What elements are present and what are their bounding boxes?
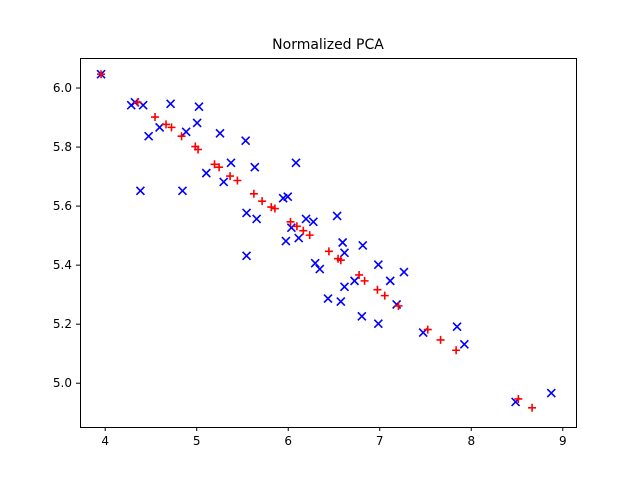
- x-marker-point: [546, 388, 556, 398]
- x-marker-point: [219, 177, 229, 187]
- x-marker-point: [241, 136, 251, 146]
- plus-marker-point: [299, 226, 308, 235]
- plus-marker-point: [423, 325, 432, 334]
- plus-marker-point: [360, 276, 369, 285]
- x-marker-point: [252, 214, 262, 224]
- x-marker-point: [392, 299, 402, 310]
- plus-marker-point: [210, 160, 219, 169]
- plus-marker-point: [194, 145, 203, 154]
- y-tick-label: 5.6: [53, 199, 72, 213]
- plus-marker-point: [177, 132, 186, 141]
- plus-marker-point: [324, 247, 333, 256]
- x-marker-point: [241, 208, 252, 218]
- plus-marker-point: [528, 403, 537, 412]
- plus-marker-point: [151, 113, 160, 122]
- y-tick-label: 5.0: [53, 376, 72, 390]
- axis-ticks: 4 5 6 7 8 9 5.0 5.2 5.4 5.6 5.8 6.0: [53, 81, 567, 448]
- x-tick-label: 8: [467, 434, 475, 448]
- plus-marker-point: [394, 301, 403, 310]
- x-marker-point: [452, 322, 462, 332]
- x-marker-point: [283, 192, 293, 202]
- plus-marker-point: [249, 189, 258, 198]
- plus-marker-point: [373, 285, 382, 294]
- x-marker-point: [215, 128, 225, 138]
- x-marker-point: [338, 237, 348, 248]
- plus-marker-point: [380, 291, 389, 300]
- x-marker-point: [336, 296, 346, 307]
- y-tick-label: 5.4: [53, 258, 72, 272]
- x-marker-point: [373, 319, 383, 329]
- x-marker-point: [308, 217, 318, 227]
- plus-marker-point: [270, 204, 279, 213]
- series-2: [97, 70, 537, 412]
- plus-marker-point: [233, 176, 242, 185]
- x-marker-point: [339, 248, 350, 258]
- plus-marker-point: [436, 335, 445, 344]
- plus-marker-point: [514, 394, 523, 403]
- x-marker-point: [177, 186, 188, 196]
- plus-marker-point: [286, 217, 295, 226]
- x-tick-label: 6: [284, 434, 292, 448]
- plus-marker-point: [452, 346, 461, 355]
- x-marker-point: [286, 223, 296, 233]
- x-marker-point: [373, 260, 383, 270]
- x-marker-point: [310, 258, 320, 268]
- x-marker-point: [135, 186, 145, 196]
- x-marker-point: [385, 276, 395, 286]
- plus-marker-point: [133, 98, 142, 107]
- plus-marker-point: [355, 270, 364, 279]
- plus-marker-point: [162, 120, 171, 129]
- axes-frame: [80, 58, 577, 428]
- plus-marker-point: [97, 70, 106, 79]
- plus-marker-point: [258, 197, 267, 206]
- x-tick-label: 5: [193, 434, 201, 448]
- x-marker-point: [181, 127, 191, 137]
- x-marker-point: [201, 168, 211, 178]
- series-1: [96, 69, 556, 407]
- x-marker-point: [250, 162, 260, 172]
- chart-title: Normalized PCA: [272, 37, 384, 53]
- plus-marker-point: [292, 222, 301, 231]
- x-marker-point: [192, 118, 202, 128]
- x-marker-point: [459, 339, 469, 349]
- x-marker-point: [332, 211, 342, 221]
- x-tick-label: 9: [559, 434, 567, 448]
- x-marker-point: [349, 276, 360, 286]
- plot-area: [96, 69, 556, 412]
- x-marker-point: [315, 264, 325, 274]
- plus-marker-point: [226, 172, 235, 181]
- x-marker-point: [358, 240, 368, 251]
- x-marker-point: [323, 294, 333, 304]
- plus-marker-point: [215, 163, 224, 172]
- x-tick-label: 7: [376, 434, 384, 448]
- x-tick-label: 4: [101, 434, 109, 448]
- plus-marker-point: [167, 123, 176, 132]
- y-tick-label: 5.8: [53, 140, 72, 154]
- x-marker-point: [166, 99, 176, 109]
- x-marker-point: [291, 158, 301, 168]
- plus-marker-point: [305, 231, 314, 240]
- y-tick-label: 5.2: [53, 317, 72, 331]
- x-marker-point: [194, 102, 204, 112]
- x-marker-point: [294, 233, 304, 243]
- x-marker-point: [241, 251, 252, 261]
- x-marker-point: [281, 236, 291, 246]
- x-marker-point: [226, 158, 236, 168]
- x-marker-point: [357, 311, 367, 321]
- x-marker-point: [399, 267, 409, 277]
- y-tick-label: 6.0: [53, 81, 72, 95]
- x-marker-point: [301, 214, 311, 224]
- x-marker-point: [339, 282, 350, 292]
- plus-marker-point: [267, 203, 276, 212]
- plus-marker-point: [336, 256, 345, 265]
- x-marker-point: [144, 131, 154, 141]
